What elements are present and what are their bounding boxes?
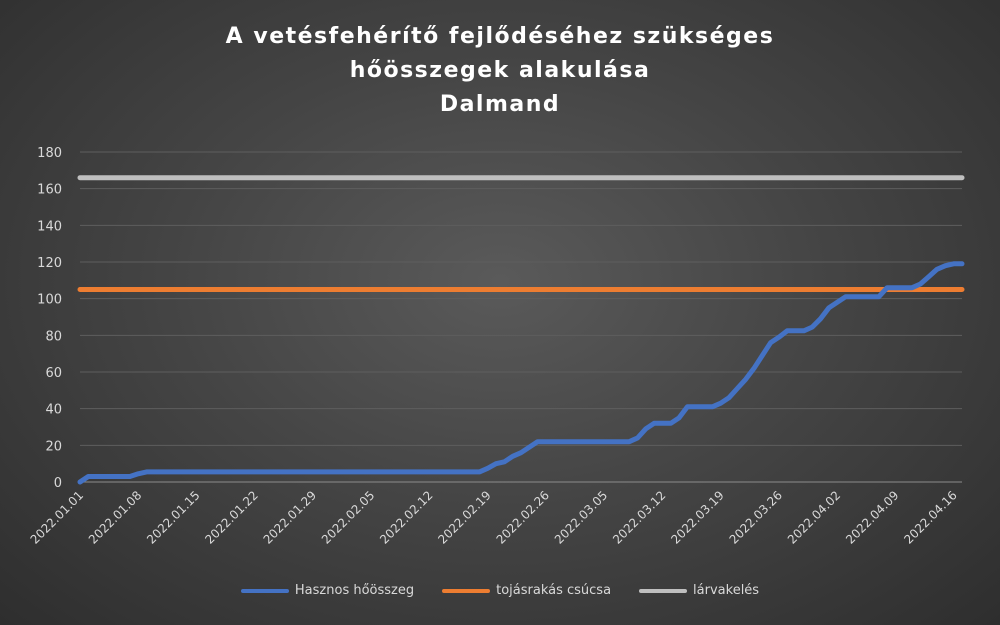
- legend-swatch-larvakeles: [639, 588, 688, 593]
- y-tick-label: 40: [45, 403, 62, 418]
- x-tick-label: 2022.01.08: [86, 488, 144, 546]
- x-tick-label: 2022.03.12: [610, 488, 668, 546]
- y-tick-label: 160: [37, 183, 62, 198]
- legend-label-tojasrakas: tojásrakás csúcsa: [496, 583, 612, 598]
- legend-item-hasznos: Hasznos hőösszeg: [240, 583, 415, 598]
- series-hasznos-hoosszeg: [77, 261, 965, 485]
- legend-label-larvakeles: lárvakelés: [693, 583, 760, 598]
- chart-title: A vetésfehérítő fejlődéséhez szükséges h…: [0, 20, 1000, 122]
- x-tick-label: 2022.02.12: [377, 488, 435, 546]
- x-tick-label: 2022.04.09: [843, 488, 901, 546]
- y-tick-label: 60: [45, 366, 62, 381]
- legend-swatch-tojasrakas: [442, 588, 491, 593]
- legend-swatch-hasznos: [240, 588, 289, 593]
- y-tick-label: 80: [45, 329, 62, 344]
- x-tick-label: 2022.03.26: [727, 488, 785, 546]
- x-tick-label: 2022.01.15: [144, 488, 202, 546]
- chart-title-line-3: Dalmand: [439, 92, 561, 117]
- legend-item-larvakeles: lárvakelés: [639, 583, 759, 598]
- x-tick-label: 2022.01.29: [261, 488, 319, 546]
- x-tick-label: 2022.02.19: [435, 488, 493, 546]
- x-tick-label: 2022.04.02: [785, 488, 843, 546]
- x-tick-label: 2022.01.01: [28, 488, 86, 546]
- y-tick-label: 0: [54, 476, 62, 491]
- x-tick-label: 2022.02.26: [494, 488, 552, 546]
- x-tick-label: 2022.01.22: [202, 488, 260, 546]
- legend: Hasznos hőösszeg tojásrakás csúcsa lárva…: [0, 583, 1000, 598]
- y-tick-label: 120: [37, 256, 62, 271]
- y-tick-label: 180: [37, 146, 62, 161]
- x-tick-label: 2022.02.05: [319, 488, 377, 546]
- legend-item-tojasrakas: tojásrakás csúcsa: [442, 583, 611, 598]
- x-tick-label: 2022.03.05: [552, 488, 610, 546]
- y-tick-label: 140: [37, 219, 62, 234]
- y-tick-label: 100: [37, 293, 62, 308]
- x-tick-label: 2022.04.16: [901, 488, 959, 546]
- x-tick-label: 2022.03.19: [668, 488, 726, 546]
- y-tick-label: 20: [45, 439, 62, 454]
- chart-title-line-2: hőösszegek alakulása: [349, 58, 651, 83]
- chart-title-line-1: A vetésfehérítő fejlődéséhez szükséges: [225, 24, 775, 49]
- legend-label-hasznos: Hasznos hőösszeg: [294, 583, 415, 598]
